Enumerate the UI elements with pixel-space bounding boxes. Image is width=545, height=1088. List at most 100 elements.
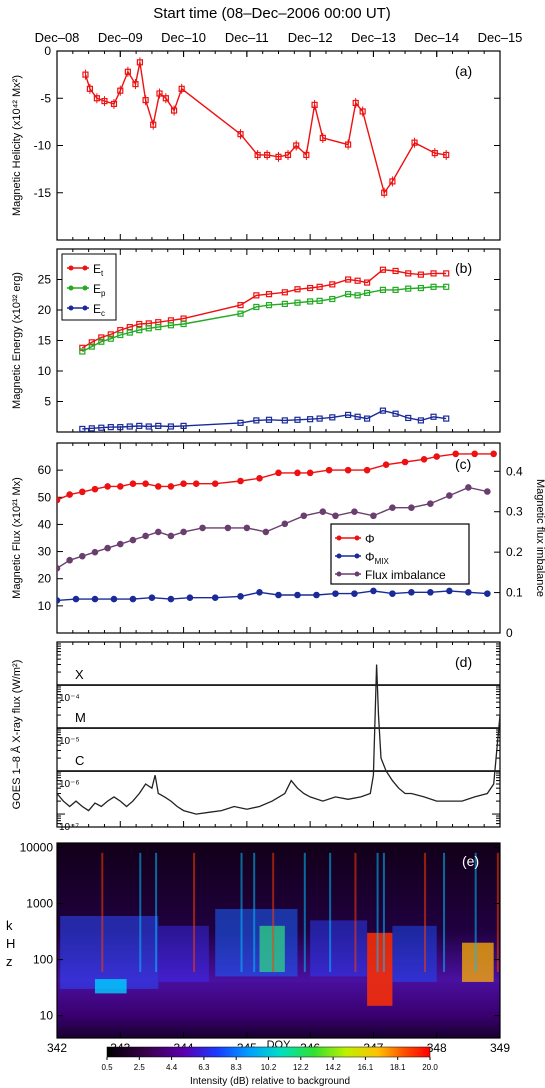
- y-tick-label-right: 0.1: [506, 586, 523, 600]
- goes-flux-line: [57, 664, 500, 815]
- data-point: [155, 422, 162, 429]
- type-iii-burst: [101, 852, 104, 973]
- emission-band: [392, 925, 437, 982]
- data-point: [88, 343, 95, 350]
- data-point: [431, 149, 438, 157]
- data-point: [316, 415, 323, 422]
- y-tick-label: 1000: [26, 897, 53, 911]
- panel-d-frame: [56, 641, 501, 828]
- data-point: [345, 141, 352, 148]
- panel-a-frame: [56, 50, 501, 241]
- data-point: [332, 512, 339, 520]
- helicity-series: [82, 57, 450, 198]
- panel-e-spectrogram: [57, 843, 500, 1038]
- series-line: [81, 268, 447, 349]
- data-point: [405, 270, 412, 277]
- series-line: [82, 409, 447, 430]
- y-tick-label: 10000: [20, 840, 54, 854]
- flux-series: [57, 587, 491, 604]
- data-point: [307, 298, 314, 305]
- y-tick-label-right: 0.3: [506, 505, 523, 519]
- y-axis-label-letter: k: [6, 918, 13, 933]
- data-point: [405, 414, 412, 422]
- data-point: [265, 302, 273, 309]
- data-point: [180, 320, 187, 328]
- data-point: [192, 480, 200, 488]
- data-point: [405, 285, 412, 292]
- data-point: [381, 189, 388, 196]
- legend-marker: [68, 305, 74, 311]
- data-point: [427, 588, 434, 596]
- data-point: [253, 303, 260, 311]
- data-point: [254, 151, 261, 159]
- y-tick-label-right: 0: [506, 626, 513, 640]
- data-point: [370, 587, 377, 595]
- energy-series: [79, 407, 450, 432]
- axes-layer: 0 -5 -10 -15 Magnetic Helicity (x10⁴² Mx²) (a…: [6, 44, 545, 1055]
- energy-series: [79, 266, 450, 351]
- panel-label: (c): [455, 456, 471, 472]
- data-point: [329, 295, 336, 303]
- data-point: [136, 59, 144, 66]
- data-point: [325, 466, 333, 474]
- y-tick-label: 5: [44, 395, 51, 409]
- flare-class-label: X: [75, 667, 84, 682]
- y-tick-label: 0: [44, 44, 51, 58]
- data-point: [253, 292, 260, 299]
- data-point: [344, 466, 352, 474]
- y-tick-label: -10: [34, 139, 52, 153]
- colorbar-tick-label: 14.2: [325, 1063, 341, 1072]
- data-point: [91, 485, 99, 493]
- y-tick-label: 20: [38, 572, 52, 586]
- data-point: [408, 504, 415, 511]
- goes-series: [57, 664, 500, 815]
- top-date-label: Dec–15: [478, 30, 523, 45]
- legend-marker: [336, 571, 342, 577]
- y-tick-label: 10⁻⁴: [59, 693, 80, 704]
- data-point: [307, 284, 314, 292]
- type-iii-burst: [443, 852, 446, 973]
- data-point: [126, 423, 133, 430]
- panel-label: (d): [455, 654, 472, 670]
- data-point: [148, 594, 156, 602]
- data-point: [359, 108, 366, 115]
- data-point: [211, 480, 219, 488]
- data-point: [93, 95, 100, 102]
- data-point: [256, 474, 263, 482]
- data-point: [303, 151, 310, 159]
- energy-series: [79, 283, 450, 355]
- data-point: [170, 107, 178, 114]
- data-point: [389, 504, 396, 511]
- y-tick-label: 10: [40, 1009, 54, 1023]
- data-point: [142, 532, 149, 540]
- colorbar-tick-label: 18.1: [390, 1063, 406, 1072]
- data-point: [237, 302, 244, 309]
- data-point: [294, 469, 301, 477]
- y-axis-label: Magnetic Helicity (x10⁴² Mx²): [11, 75, 23, 216]
- data-point: [129, 480, 137, 488]
- data-point: [265, 291, 273, 298]
- data-point: [313, 591, 320, 599]
- data-point: [155, 323, 162, 331]
- colorbar-tick-label: 10.2: [261, 1063, 277, 1072]
- emission-band: [310, 920, 368, 977]
- data-point: [345, 411, 352, 419]
- x-tick-label: 342: [47, 1041, 67, 1055]
- data-point: [167, 322, 175, 329]
- data-point: [319, 134, 326, 142]
- data-point: [178, 85, 185, 92]
- data-point: [180, 422, 187, 429]
- emission-band: [215, 908, 298, 977]
- data-point: [156, 90, 163, 97]
- colorbar-label: Intensity (dB) relative to background: [190, 1076, 350, 1087]
- data-point: [107, 424, 114, 431]
- data-point: [237, 310, 244, 317]
- legend-marker: [336, 535, 342, 541]
- data-point: [88, 425, 95, 432]
- figure-title: Start time (08–Dec–2006 00:00 UT): [153, 5, 391, 22]
- y-axis-label: Magnetic Flux (x10²¹ Mx): [11, 477, 23, 599]
- data-point: [275, 469, 282, 477]
- data-point: [167, 483, 175, 490]
- y-axis-label-right: Magnetic flux imbalance: [534, 479, 545, 597]
